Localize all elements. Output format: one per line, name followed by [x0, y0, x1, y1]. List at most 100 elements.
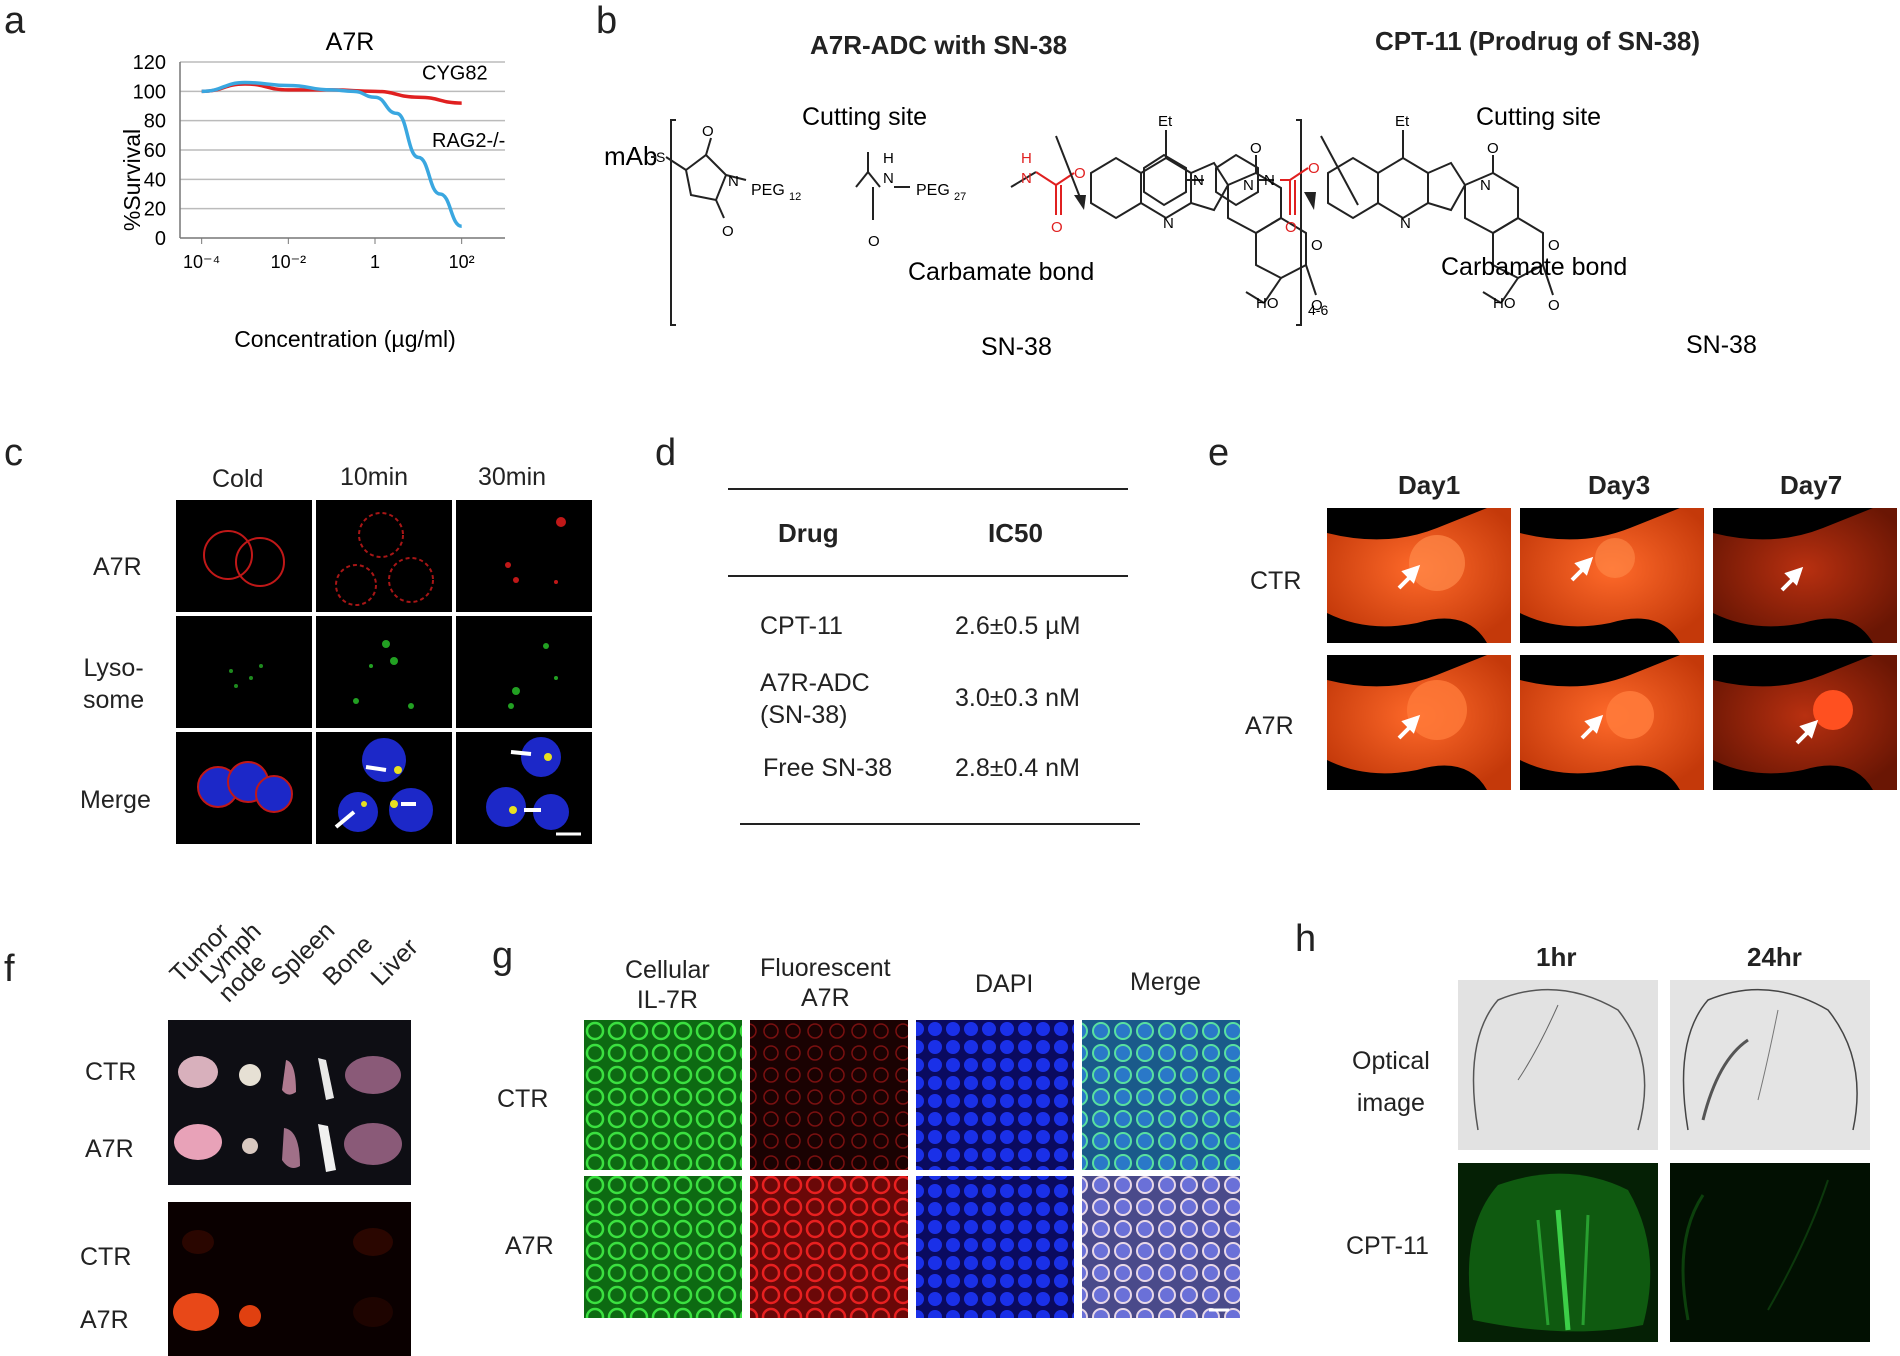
c-a7r-30min [456, 500, 592, 612]
h-col-1hr: 1hr [1536, 942, 1577, 972]
h-row-cpt11: CPT-11 [1346, 1232, 1429, 1260]
table-row-drug: CPT-11 [760, 612, 843, 640]
panel-h-images [1458, 980, 1870, 1342]
g-row-ctr: CTR [497, 1085, 549, 1113]
panel-e-images [1327, 508, 1897, 790]
svg-text:O: O [722, 223, 734, 240]
g-ctr-merge [1082, 1020, 1240, 1170]
c-lyso-cold [176, 616, 312, 728]
col-10min: 10min [340, 463, 409, 491]
h-row-optical: Optical image [1352, 1047, 1430, 1117]
panel-label-b: b [596, 0, 618, 42]
g-col-a7r: Fluorescent A7R [760, 954, 891, 1012]
table-row-drug: Free SN-38 [763, 754, 893, 782]
g-col-merge: Merge [1130, 968, 1201, 996]
carbamate-left: Carbamate bond [908, 258, 1094, 286]
chemical-structures: mAb S O O N PEG 12 O N H PEG 27 N H O O … [604, 103, 1757, 361]
series-line-1 [201, 80, 463, 229]
table-header-ic50: IC50 [988, 518, 1043, 548]
svg-text:N: N [1021, 170, 1032, 187]
organ-liver: Liver [365, 933, 424, 992]
table-row-ic50: 2.8±0.4 nM [955, 754, 1080, 782]
f-row-ctr-bottom: CTR [80, 1243, 132, 1271]
svg-text:O: O [1074, 165, 1086, 182]
panel-label-a: a [4, 0, 26, 42]
y-tick-label: 80 [144, 111, 166, 133]
svg-text:Et: Et [1395, 113, 1410, 130]
svg-text:O: O [702, 123, 714, 140]
y-tick-label: 40 [144, 169, 166, 191]
col-day7: Day7 [1780, 470, 1843, 500]
c-merge-30min [456, 732, 592, 844]
y-tick-label: 120 [133, 52, 166, 74]
panel-label-f: f [4, 948, 15, 990]
svg-text:O: O [1311, 297, 1323, 314]
y-tick-label: 20 [144, 199, 166, 221]
y-tick-label: 0 [155, 228, 166, 250]
table-rule-top [728, 488, 1128, 490]
svg-text:12: 12 [789, 191, 801, 203]
svg-text:N: N [1243, 177, 1254, 194]
x-axis-label: Concentration (µg/ml) [234, 326, 456, 352]
panel-label-c: c [4, 432, 23, 474]
svg-text:O: O [1051, 219, 1063, 236]
x-tick-label: 10⁻² [271, 252, 307, 272]
g-a7r-il7r [584, 1176, 742, 1318]
g-a7r-a7r [750, 1176, 908, 1318]
col-day1: Day1 [1398, 470, 1461, 500]
table-row-drug: A7R-ADC (SN-38) [760, 669, 870, 729]
table-header-drug: Drug [778, 518, 839, 548]
table-row-ic50: 2.6±0.5 µM [955, 612, 1081, 640]
row-ctr: CTR [1250, 567, 1302, 595]
panel-f-images [168, 1020, 411, 1356]
row-lysosome: Lyso- some [83, 654, 145, 714]
g-ctr-a7r [750, 1020, 908, 1170]
col-30min: 30min [478, 463, 547, 491]
peg27-label: PEG [916, 182, 950, 199]
g-ctr-il7r [584, 1020, 742, 1170]
svg-text:N: N [1400, 215, 1411, 232]
svg-text:HO: HO [1256, 295, 1279, 312]
cpt11-title: CPT-11 (Prodrug of SN-38) [1375, 26, 1701, 56]
svg-text:O: O [1548, 297, 1560, 314]
f-row-ctr-top: CTR [85, 1058, 137, 1086]
table-rule-mid [728, 575, 1128, 577]
x-tick-label: 10² [449, 252, 475, 272]
svg-text:N: N [728, 173, 739, 190]
h-col-24hr: 24hr [1747, 942, 1802, 972]
g-ctr-dapi [916, 1020, 1074, 1170]
svg-text:O: O [868, 233, 880, 250]
panel-a-chart: A7R 0 20 40 60 80 100 120 10⁻⁴ 10⁻² 1 10² Concent… [119, 28, 505, 352]
g-col-dapi: DAPI [975, 970, 1034, 998]
row-a7r: A7R [1245, 712, 1294, 740]
chart-title: A7R [326, 28, 375, 56]
g-row-a7r: A7R [505, 1232, 554, 1260]
row-merge: Merge [80, 786, 151, 814]
svg-text:O: O [1308, 160, 1320, 177]
adc-title: A7R-ADC with SN-38 [810, 30, 1068, 60]
cutting-site-left: Cutting site [802, 103, 927, 131]
panel-g-images [584, 1020, 1240, 1318]
svg-text:HO: HO [1493, 295, 1516, 312]
c-merge-10min [316, 732, 452, 844]
svg-text:27: 27 [954, 191, 966, 203]
h-cpt11-24hr [1670, 1163, 1870, 1342]
sn38-left: SN-38 [981, 333, 1052, 361]
c-a7r-cold [176, 500, 312, 612]
panel-label-h: h [1295, 918, 1317, 960]
table-row-ic50: 3.0±0.3 nM [955, 684, 1080, 712]
series-line-0 [201, 82, 462, 105]
svg-text:O: O [1548, 237, 1560, 254]
svg-text:N: N [1480, 177, 1491, 194]
series-label-cyg82: CYG82 [422, 63, 488, 85]
y-axis-label: %Survival [119, 129, 145, 231]
series-label-rag2: RAG2-/- [432, 130, 505, 152]
col-day3: Day3 [1588, 470, 1651, 500]
atom-s: S [656, 149, 665, 165]
c-lyso-10min [316, 616, 452, 728]
mab-label: mAb [604, 141, 657, 171]
f-row-a7r-bottom: A7R [80, 1306, 129, 1334]
svg-text:O: O [1487, 140, 1499, 157]
panel-label-d: d [655, 432, 677, 474]
c-merge-cold [176, 732, 312, 844]
